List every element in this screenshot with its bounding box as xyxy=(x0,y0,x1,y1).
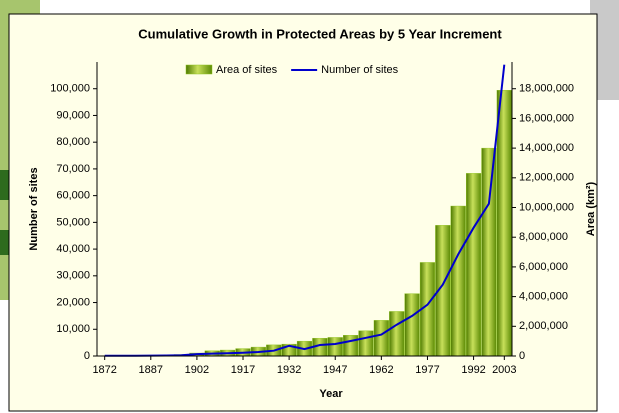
y-tick-label: 20,000 xyxy=(56,296,90,308)
y-axis-label: Number of sites xyxy=(28,167,40,250)
bar xyxy=(450,205,466,357)
y2-tick-label: 4,000,000 xyxy=(519,291,568,303)
y2-tick-label: 16,000,000 xyxy=(519,112,574,124)
bar xyxy=(481,147,497,357)
y-tick-label: 50,000 xyxy=(56,216,90,228)
x-tick-label: 1902 xyxy=(185,364,209,376)
x-tick-label: 1932 xyxy=(277,364,301,376)
y2-tick-label: 12,000,000 xyxy=(519,172,574,184)
line xyxy=(104,64,506,357)
y-tick-label: 0 xyxy=(84,350,90,362)
bar xyxy=(465,173,482,357)
y-tick-label: 100,000 xyxy=(50,83,90,95)
chart-title: Cumulative Growth in Protected Areas by … xyxy=(138,26,502,41)
x-tick-label: 1992 xyxy=(461,364,485,376)
y-tick-label: 40,000 xyxy=(56,243,90,255)
x-tick-label: 1962 xyxy=(369,364,393,376)
legend-label: Area of sites xyxy=(216,64,278,76)
x-tick-label: 1977 xyxy=(415,364,439,376)
x-axis-label: Year xyxy=(319,388,343,400)
bar xyxy=(343,335,359,357)
y2-tick-label: 10,000,000 xyxy=(519,201,574,213)
y2-tick-label: 6,000,000 xyxy=(519,261,568,273)
y-tick-label: 60,000 xyxy=(56,190,90,202)
bar xyxy=(496,90,512,357)
y2-tick-label: 8,000,000 xyxy=(519,231,568,243)
y-tick-label: 70,000 xyxy=(56,163,90,175)
x-tick-label: 1917 xyxy=(231,364,255,376)
bar xyxy=(373,320,389,357)
y-tick-label: 90,000 xyxy=(56,109,90,121)
y2-tick-label: 18,000,000 xyxy=(519,83,574,95)
x-tick-label: 1872 xyxy=(92,364,116,376)
y-tick-label: 80,000 xyxy=(56,136,90,148)
y2-tick-label: 2,000,000 xyxy=(519,320,568,332)
y2-tick-label: 0 xyxy=(519,350,525,362)
bar xyxy=(327,337,343,357)
x-tick-label: 1947 xyxy=(323,364,347,376)
y2-tick-label: 14,000,000 xyxy=(519,142,574,154)
legend-swatch xyxy=(185,64,213,75)
bar xyxy=(358,330,374,357)
y-tick-label: 30,000 xyxy=(56,270,90,282)
bar xyxy=(389,311,405,357)
legend-label: Number of sites xyxy=(321,64,399,76)
bar xyxy=(404,293,420,357)
y-tick-label: 10,000 xyxy=(56,323,90,335)
x-tick-label: 1887 xyxy=(139,364,163,376)
x-tick-label: 2003 xyxy=(492,364,516,376)
y2-axis-label: Area (km²) xyxy=(585,181,597,236)
